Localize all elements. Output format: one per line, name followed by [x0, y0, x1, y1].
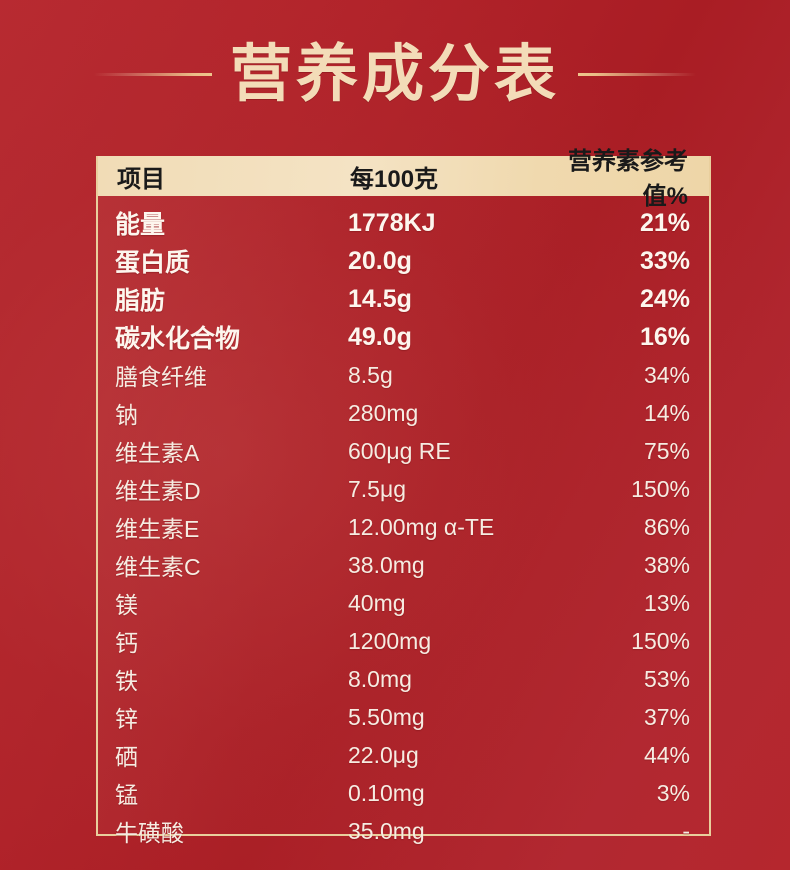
table-row: 蛋白质 20.0g 33% — [98, 242, 709, 280]
cell-nrv: 34% — [643, 361, 690, 388]
cell-nrv: 14% — [643, 399, 690, 426]
cell-nrv: 16% — [639, 322, 690, 351]
cell-value: 12.00mg α-TE — [348, 513, 495, 540]
table-row: 铁 8.0mg 53% — [98, 660, 709, 698]
cell-nrv: 13% — [643, 589, 690, 616]
column-header-item: 项目 — [117, 165, 165, 193]
table-row: 脂肪 14.5g 24% — [98, 280, 709, 318]
cell-nrv: 86% — [643, 513, 690, 540]
cell-nrv: 37% — [643, 703, 690, 730]
cell-item: 蛋白质 — [115, 249, 191, 277]
cell-item: 锌 — [115, 706, 138, 732]
title-rule-left-icon — [93, 72, 212, 76]
table-row: 膳食纤维 8.5g 34% — [98, 356, 709, 394]
title-rule-right-icon — [578, 72, 696, 76]
table-row: 锰 0.10mg 3% — [98, 774, 709, 812]
column-header-nrv: 营养素参考值% — [568, 148, 688, 210]
cell-value: 22.0μg — [348, 741, 419, 768]
cell-value: 7.5μg — [348, 475, 407, 502]
cell-item: 硒 — [115, 744, 138, 770]
cell-item: 维生素C — [115, 554, 201, 580]
cell-item: 膳食纤维 — [115, 364, 207, 390]
cell-nrv: 150% — [631, 475, 690, 502]
cell-value: 38.0mg — [348, 551, 425, 578]
table-row: 维生素E 12.00mg α-TE 86% — [98, 508, 709, 546]
cell-nrv: 44% — [643, 741, 690, 768]
title-block: 营养成分表 — [0, 26, 790, 122]
cell-item: 碳水化合物 — [115, 325, 241, 353]
cell-nrv: 21% — [639, 208, 690, 237]
cell-nrv: 75% — [643, 437, 690, 464]
cell-item: 维生素E — [115, 516, 200, 542]
cell-item: 维生素D — [115, 478, 201, 504]
cell-value: 35.0mg — [348, 817, 425, 844]
table-row: 维生素C 38.0mg 38% — [98, 546, 709, 584]
cell-item: 镁 — [115, 592, 138, 618]
table-row: 硒 22.0μg 44% — [98, 736, 709, 774]
table-row: 维生素A 600μg RE 75% — [98, 432, 709, 470]
cell-value: 14.5g — [348, 284, 412, 313]
table-row: 维生素D 7.5μg 150% — [98, 470, 709, 508]
table-header-row: 项目 每100克 营养素参考值% — [96, 148, 711, 210]
cell-item: 钙 — [115, 630, 138, 656]
cell-value: 280mg — [348, 399, 419, 426]
cell-item: 牛磺酸 — [115, 820, 184, 846]
cell-nrv: 150% — [631, 627, 690, 654]
cell-item: 铁 — [115, 668, 138, 694]
cell-nrv: 24% — [639, 284, 690, 313]
cell-item: 能量 — [115, 211, 166, 239]
cell-value: 5.50mg — [348, 703, 425, 730]
cell-item: 维生素A — [115, 440, 200, 466]
table-row: 碳水化合物 49.0g 16% — [98, 318, 709, 356]
cell-value: 8.0mg — [348, 665, 412, 692]
cell-nrv: 38% — [643, 551, 690, 578]
table-row: 牛磺酸 35.0mg - — [98, 812, 709, 850]
cell-item: 锰 — [115, 782, 138, 808]
table-row: 能量 1778KJ 21% — [98, 204, 709, 242]
cell-item: 钠 — [115, 402, 138, 428]
nutrition-table: 项目 每100克 营养素参考值% 能量 1778KJ 21% 蛋白质 20.0g 33% 脂… — [96, 148, 711, 846]
cell-nrv: 3% — [656, 779, 690, 806]
table-row: 镁 40mg 13% — [98, 584, 709, 622]
column-header-value: 每100克 — [350, 165, 439, 193]
cell-value: 1778KJ — [348, 208, 436, 237]
cell-value: 8.5g — [348, 361, 393, 388]
cell-value: 600μg RE — [348, 437, 451, 464]
table-body: 能量 1778KJ 21% 蛋白质 20.0g 33% 脂肪 14.5g 24% 碳水化合物 49.… — [98, 198, 709, 850]
table-row: 钠 280mg 14% — [98, 394, 709, 432]
cell-value: 49.0g — [348, 322, 412, 351]
cell-value: 20.0g — [348, 246, 412, 275]
cell-value: 1200mg — [348, 627, 432, 654]
table-row: 锌 5.50mg 37% — [98, 698, 709, 736]
cell-value: 40mg — [348, 589, 406, 616]
cell-nrv: 53% — [643, 665, 690, 692]
cell-item: 脂肪 — [115, 287, 166, 315]
cell-nrv: 33% — [639, 246, 690, 275]
cell-nrv: - — [682, 817, 690, 844]
cell-value: 0.10mg — [348, 779, 425, 806]
table-row: 钙 1200mg 150% — [98, 622, 709, 660]
page-title: 营养成分表 — [229, 37, 560, 110]
